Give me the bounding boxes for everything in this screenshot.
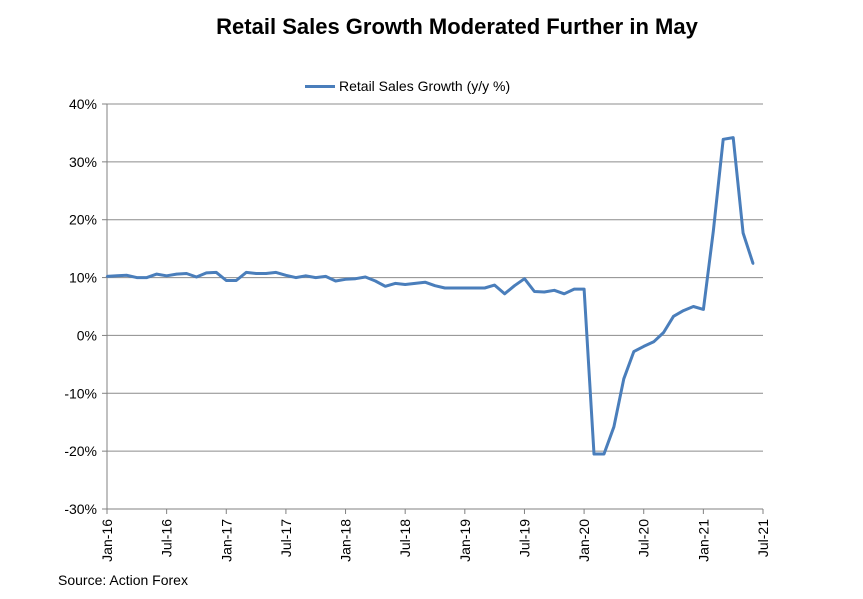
data-point [622,377,625,380]
data-point [443,286,447,290]
data-point [205,271,208,275]
data-point [642,345,645,348]
data-point [304,274,307,277]
x-tick-label-3: Jul-17 [278,519,294,557]
x-tick-label-0: Jan-16 [99,519,115,562]
data-point [612,425,616,428]
data-point [404,283,407,286]
data-point [513,284,516,287]
data-point [364,275,367,279]
data-point [632,350,635,353]
chart-legend: Retail Sales Growth (y/y %) [305,78,510,94]
data-point [523,277,526,280]
data-point [602,452,606,456]
x-tick-label-6: Jan-19 [457,519,473,562]
data-point [344,278,347,281]
x-tick-label-5: Jul-18 [397,519,413,557]
y-tick-label-1: 30% [69,154,97,170]
y-tick-label-7: -30% [64,501,97,517]
x-tick-label-2: Jan-17 [218,519,234,562]
data-point [274,271,278,274]
data-point [463,286,466,290]
data-point [543,290,546,294]
data-point [563,292,566,295]
data-point [125,274,129,277]
data-point [145,276,148,279]
data-point [652,340,655,343]
legend-label: Retail Sales Growth (y/y %) [339,78,511,94]
data-point [235,279,238,282]
data-point [533,290,536,293]
series-line-0 [106,136,755,456]
y-tick-label-6: -20% [64,443,97,459]
y-tick-label-2: 20% [69,212,97,228]
data-point [433,284,437,287]
x-tick-label-9: Jul-20 [636,519,652,557]
data-point [324,275,327,278]
x-tick-label-7: Jul-19 [516,519,532,557]
y-tick-label-5: -10% [64,385,97,401]
data-point [245,271,248,274]
x-tick-label-8: Jan-20 [576,519,592,562]
data-point [453,286,457,290]
data-point [741,231,745,235]
data-point [662,331,665,334]
y-tick-label-0: 40% [69,96,97,112]
data-point [105,275,109,278]
x-tick-label-10: Jan-21 [695,519,711,562]
data-point [553,289,556,292]
data-point [155,272,158,276]
data-point [423,281,427,284]
data-point [503,292,506,295]
x-tick-label-4: Jan-18 [338,519,354,562]
legend-line-swatch [305,84,335,88]
data-point [682,309,685,312]
data-point [334,279,337,283]
data-point [732,136,735,139]
data-point [284,274,288,277]
data-point [175,272,178,276]
data-point [692,305,695,308]
chart-title: Retail Sales Growth Moderated Further in… [216,14,698,39]
data-point [294,276,297,279]
data-point [712,230,715,233]
data-point [473,286,476,290]
data-point [672,315,675,318]
data-point [493,283,496,287]
data-point [254,272,258,275]
data-point [751,262,755,265]
data-point [384,285,387,288]
data-point [264,272,268,275]
data-point [413,282,417,285]
data-point [394,282,397,285]
data-point [115,274,119,277]
x-tick-label-1: Jul-16 [159,519,175,557]
chart-source: Source: Action Forex [58,572,188,588]
data-point [225,279,228,282]
data-point [165,274,168,277]
data-point [374,279,377,283]
data-point [582,287,586,291]
data-point [354,277,357,280]
data-point [314,276,317,279]
data-point [185,272,188,275]
data-point [702,308,705,311]
data-point [722,138,725,141]
data-point [573,287,576,291]
data-point [215,271,218,274]
data-point [483,286,486,290]
x-tick-label-11: Jul-21 [755,519,771,557]
y-tick-label-3: 10% [69,270,97,286]
y-tick-label-4: 0% [77,327,97,343]
data-point [195,275,198,279]
data-point [135,276,138,279]
data-point [592,452,596,456]
